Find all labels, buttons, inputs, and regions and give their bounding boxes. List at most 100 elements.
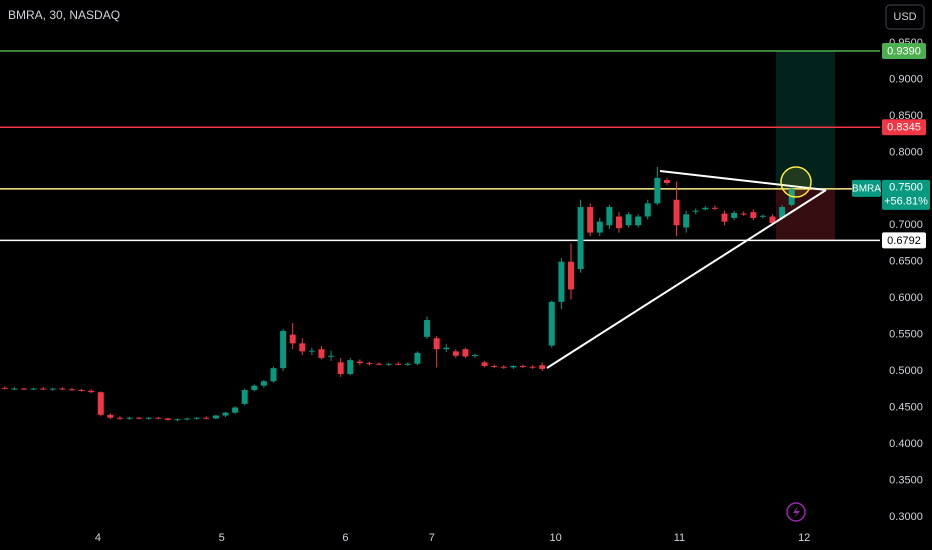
candle-body [356, 361, 363, 364]
highlight-circle [780, 166, 812, 198]
currency-button[interactable] [885, 4, 925, 30]
last-price-label: 0.7500 [889, 182, 923, 194]
candle-body [88, 390, 95, 393]
symbol-label: BMRA [852, 183, 881, 194]
y-tick-label: 0.4000 [889, 438, 923, 450]
candle-body [376, 363, 383, 365]
candle-body [577, 207, 584, 270]
candle-body [702, 207, 709, 210]
candle-body [424, 320, 431, 337]
candle-body [40, 388, 47, 390]
candle-body [673, 199, 680, 226]
candle-body [769, 216, 776, 224]
y-tick-label: 0.7000 [889, 219, 923, 231]
candle-body [184, 418, 191, 420]
candle-body [174, 419, 181, 421]
alert-icon-ring [786, 502, 806, 522]
trendline [546, 189, 827, 369]
candle-body [59, 388, 66, 390]
axis-layer: 0.3000 0.3500 0.4000 0.4500 0.5000 0.5500 0.60… [95, 37, 930, 544]
candle-body [491, 365, 498, 367]
candle-body [635, 216, 642, 226]
candle-body [308, 350, 315, 352]
candle-body [443, 347, 450, 350]
candle-body [462, 349, 469, 357]
alert-icon-bolt [793, 506, 800, 518]
candle-body [452, 351, 459, 356]
candle-body [433, 338, 440, 350]
candle-body [1, 387, 8, 389]
candle-body [481, 362, 488, 366]
candle-body [136, 417, 143, 419]
candle-body [683, 214, 690, 228]
candle-body [11, 388, 18, 390]
candle-body [299, 343, 306, 352]
y-tick-label: 0.3500 [889, 474, 923, 486]
position-box-layer [776, 51, 835, 241]
symbol-tag [852, 179, 881, 197]
candle-body [155, 417, 162, 419]
candle-body [97, 392, 104, 415]
candle-body [222, 412, 229, 416]
candle-body [164, 418, 171, 420]
candle-body [328, 355, 335, 357]
y-tick-label: 0.8000 [889, 146, 923, 158]
candle-body [126, 417, 133, 419]
candle-body [510, 365, 517, 368]
last-price-change: +56.81% [884, 196, 928, 208]
candle-body [251, 385, 258, 391]
candle-body [145, 417, 152, 419]
profit-zone [776, 51, 835, 189]
candle-body [260, 381, 267, 386]
candle-body [587, 207, 594, 233]
level-axis-tag [882, 43, 926, 60]
candle-body [539, 365, 546, 369]
candle-body [548, 301, 555, 346]
alert-icon[interactable] [786, 502, 806, 522]
level-axis-tag [882, 119, 926, 136]
candle-body [529, 366, 536, 368]
candle-body [193, 417, 200, 419]
candle-body [289, 334, 296, 344]
candle-body [212, 415, 219, 419]
candle-body [606, 207, 613, 226]
candle-body [68, 389, 75, 391]
level-axis-label: 0.9390 [887, 45, 921, 57]
chart-title: BMRA, 30, NASDAQ [8, 8, 120, 22]
candle-body [280, 330, 287, 369]
candle-body [241, 390, 248, 404]
y-tick-label: 0.4500 [889, 401, 923, 413]
candle-body [366, 363, 373, 365]
candle-body [740, 213, 747, 215]
level-axis-label: 0.8345 [887, 122, 921, 134]
y-tick-label: 0.6500 [889, 256, 923, 268]
candle-body [625, 214, 632, 226]
candle-body [750, 212, 757, 218]
candle-body [596, 221, 603, 233]
candle-body [49, 388, 56, 390]
candle-body [615, 216, 622, 229]
candle-body [731, 212, 738, 218]
candle-body [654, 177, 661, 204]
candle-body [759, 215, 766, 217]
x-tick-label: 5 [219, 532, 225, 544]
trendline [659, 170, 827, 191]
y-tick-label: 0.6000 [889, 292, 923, 304]
candle-body [558, 261, 565, 302]
candle-body [721, 213, 728, 222]
x-tick-label: 12 [798, 532, 810, 544]
candle-body [318, 349, 325, 358]
candle-body [385, 363, 392, 365]
candle-body [107, 414, 114, 418]
candle-body [337, 362, 344, 374]
candle-body [404, 363, 411, 365]
level-layer [0, 50, 880, 242]
level-axis-label: 0.6792 [887, 235, 921, 247]
candle-body [30, 388, 37, 390]
candle-body [663, 180, 670, 183]
candle-body [20, 388, 27, 390]
candle-body [692, 210, 699, 212]
candle-body [472, 355, 479, 357]
